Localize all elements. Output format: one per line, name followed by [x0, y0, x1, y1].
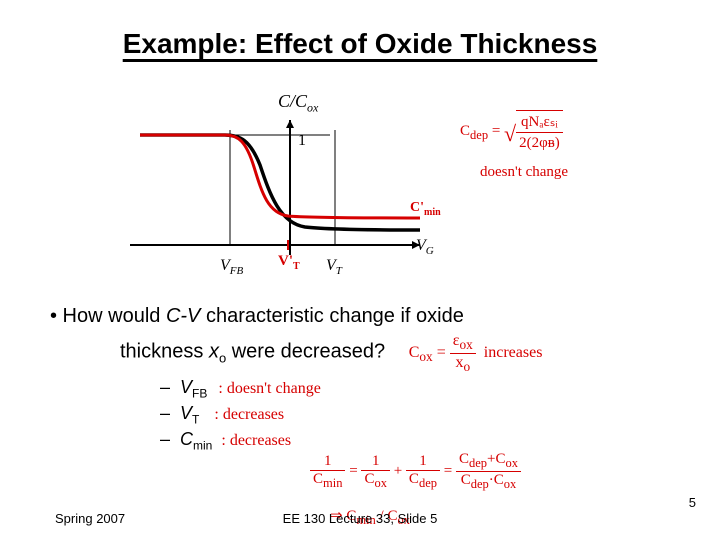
- vfb-label: VFB: [220, 257, 243, 277]
- vt-prime-label: V'T: [278, 253, 300, 272]
- tick-1: 1: [298, 132, 306, 149]
- sub-bullet-vfb: – VFB : doesn't change: [50, 377, 680, 401]
- main-bullet-line2: thickness xo were decreased? Cox = εoxxo…: [50, 332, 680, 375]
- cmin-equation: 1Cmin = 1Cox + 1Cdep = Cdep+CoxCdep·Cox: [310, 451, 710, 492]
- y-axis-label: C/Cox: [278, 91, 318, 116]
- cv-chart: C/Cox 1 VFB VT VG V'T C'min: [130, 95, 430, 285]
- doesnt-change-note: doesn't change: [480, 162, 710, 182]
- main-bullet: • How would C-V characteristic change if…: [50, 305, 680, 328]
- cmin-prime-label: C'min: [410, 200, 441, 218]
- sub-bullet-vt: – VT : decreases: [50, 403, 680, 427]
- page-number: 5: [689, 495, 696, 510]
- vg-label: VG: [416, 237, 434, 257]
- bullet-list: • How would C-V characteristic change if…: [50, 305, 680, 452]
- footer-lecture: EE 130 Lecture 33, Slide 5: [0, 511, 720, 526]
- cox-annotation: Cox = εoxxo increases: [409, 344, 543, 361]
- cdep-annotation: Cdep = √ qNₐεₛᵢ 2(2φᴃ) doesn't change: [460, 110, 710, 182]
- vt-label: VT: [326, 257, 342, 277]
- slide-title: Example: Effect of Oxide Thickness: [50, 28, 670, 60]
- sub-bullet-cmin: – Cmin : decreases: [50, 429, 680, 453]
